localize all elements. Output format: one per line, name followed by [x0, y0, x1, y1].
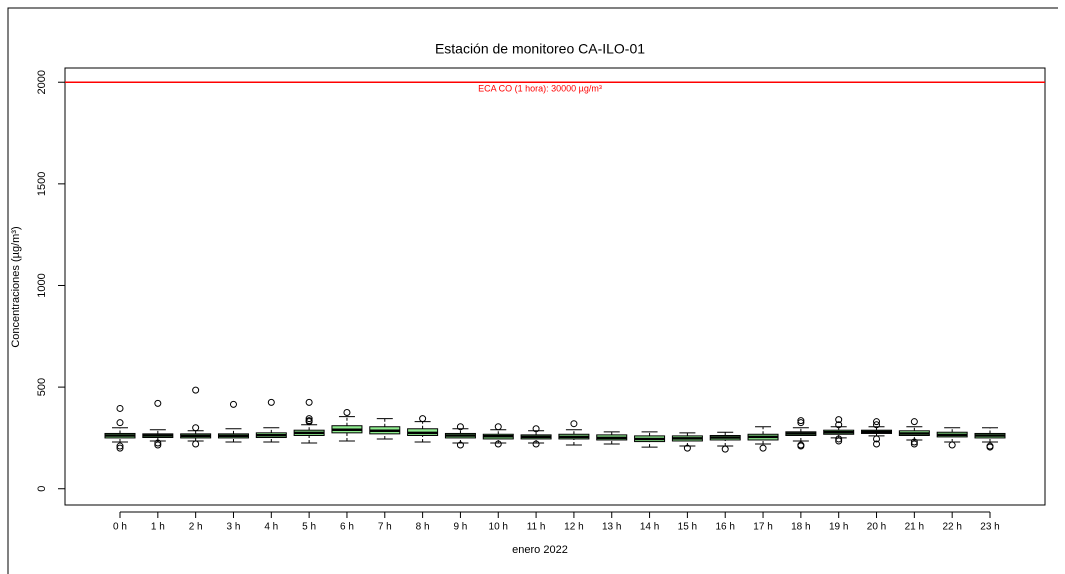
outlier — [267, 398, 275, 406]
outlier — [305, 415, 313, 423]
outlier — [721, 445, 729, 453]
y-tick-label: 0 — [36, 486, 48, 492]
plot-box — [64, 67, 1046, 506]
outlier — [154, 399, 162, 407]
outlier — [873, 418, 881, 426]
x-tick-label: 22 h — [942, 522, 961, 533]
outlier — [229, 400, 237, 408]
outlier — [910, 418, 918, 426]
outlier — [873, 421, 881, 429]
x-tick-label: 7 h — [378, 522, 392, 533]
outlier — [494, 440, 502, 448]
outlier — [419, 415, 427, 423]
outlier — [532, 440, 540, 448]
outlier — [570, 420, 578, 428]
x-tick-label: 10 h — [489, 522, 508, 533]
x-tick-label: 3 h — [227, 522, 241, 533]
outlier — [873, 440, 881, 448]
x-tick-label: 23 h — [980, 522, 999, 533]
x-tick-label: 8 h — [416, 522, 430, 533]
outlier — [986, 443, 994, 451]
outlier — [910, 440, 918, 448]
outlier — [456, 423, 464, 431]
outlier — [305, 418, 313, 426]
outlier — [154, 441, 162, 449]
outlier — [116, 404, 124, 412]
outlier — [683, 444, 691, 452]
y-tick-label: 1000 — [36, 273, 48, 297]
outlier — [154, 439, 162, 447]
outlier — [759, 444, 767, 452]
outlier — [116, 444, 124, 452]
outlier — [116, 419, 124, 427]
outlier — [494, 423, 502, 431]
outlier — [116, 442, 124, 450]
x-tick-label: 17 h — [753, 522, 772, 533]
x-tick-label: 4 h — [264, 522, 278, 533]
x-tick-label: 11 h — [527, 522, 546, 533]
x-tick-label: 0 h — [113, 522, 127, 533]
x-tick-label: 20 h — [867, 522, 886, 533]
outlier — [873, 435, 881, 443]
x-tick-label: 13 h — [602, 522, 621, 533]
y-axis-label: Concentraciones (µg/m³) — [10, 226, 22, 347]
outlier — [835, 437, 843, 445]
reference-label: ECA CO (1 hora): 30000 µg/m³ — [478, 84, 602, 94]
x-tick-label: 21 h — [905, 522, 924, 533]
frame — [7, 7, 1058, 574]
outlier — [456, 441, 464, 449]
x-axis-label: enero 2022 — [512, 544, 568, 556]
outlier — [835, 416, 843, 424]
x-tick-label: 5 h — [302, 522, 316, 533]
outlier — [192, 440, 200, 448]
outlier — [835, 421, 843, 429]
x-tick-label: 2 h — [189, 522, 203, 533]
x-tick-label: 1 h — [151, 522, 165, 533]
outlier — [797, 417, 805, 425]
outlier — [305, 398, 313, 406]
outlier — [192, 424, 200, 432]
outlier — [192, 386, 200, 394]
outlier — [532, 425, 540, 433]
outlier — [343, 409, 351, 417]
x-tick-label: 6 h — [340, 522, 354, 533]
y-tick-label: 2000 — [36, 70, 48, 94]
outlier — [797, 442, 805, 450]
x-tick-label: 12 h — [564, 522, 583, 533]
x-tick-label: 14 h — [640, 522, 659, 533]
outlier — [835, 435, 843, 443]
x-tick-label: 18 h — [791, 522, 810, 533]
outlier — [910, 438, 918, 446]
x-tick-label: 15 h — [678, 522, 697, 533]
y-tick-label: 500 — [36, 378, 48, 396]
x-tick-label: 19 h — [829, 522, 848, 533]
outlier — [948, 441, 956, 449]
x-tick-label: 9 h — [453, 522, 467, 533]
x-tick-label: 16 h — [715, 522, 734, 533]
outlier — [797, 419, 805, 427]
y-tick-label: 1500 — [36, 172, 48, 196]
chart-title: Estación de monitoreo CA-ILO-01 — [435, 41, 645, 57]
